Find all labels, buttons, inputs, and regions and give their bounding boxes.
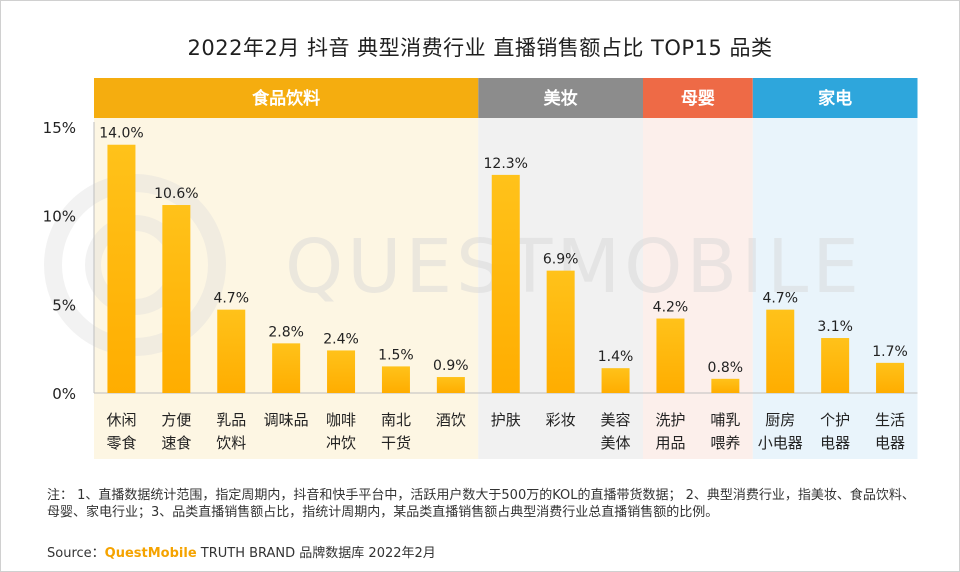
data-label-4: 2.8% (268, 324, 304, 340)
data-label-6: 1.5% (378, 347, 414, 363)
group-header-label: 家电 (818, 88, 852, 109)
x-tick-label-10: 美容 (601, 411, 631, 429)
x-tick-label-3: 饮料 (216, 434, 246, 452)
data-label-15: 1.7% (872, 344, 908, 360)
data-label-14: 3.1% (817, 319, 853, 335)
data-label-3: 4.7% (213, 291, 249, 307)
chart-title: 2022年2月 抖音 典型消费行业 直播销售额占比 TOP15 品类 (187, 36, 773, 60)
group-header-3 (643, 78, 753, 118)
group-header-label: 食品饮料 (252, 88, 320, 109)
data-label-12: 0.8% (708, 360, 744, 376)
x-tick-label-10: 美体 (601, 434, 631, 452)
data-label-5: 2.4% (323, 331, 359, 347)
bar-7 (436, 377, 465, 393)
x-tick-label-14: 电器 (820, 434, 850, 452)
data-label-2: 10.6% (154, 186, 198, 202)
x-tick-label-2: 速食 (161, 434, 191, 452)
data-label-8: 12.3% (484, 156, 528, 172)
source-label: Source： (47, 546, 105, 561)
y-tick-label: 0% (52, 385, 76, 403)
bar-12 (711, 378, 740, 393)
x-tick-label-1: 休闲 (106, 411, 136, 429)
bar-1 (107, 144, 136, 393)
source-rest: TRUTH BRAND 品牌数据库 2022年2月 (196, 546, 436, 561)
x-tick-label-5: 冲饮 (326, 434, 356, 452)
bar-15 (876, 362, 905, 393)
bar-10 (601, 368, 630, 393)
y-tick-label: 15% (43, 119, 76, 137)
y-tick-label: 10% (43, 208, 76, 226)
x-tick-label-5: 咖啡 (326, 411, 356, 429)
x-tick-label-9: 彩妆 (546, 411, 576, 429)
group-header-1 (94, 78, 479, 118)
x-tick-label-11: 用品 (655, 434, 685, 452)
x-tick-label-6: 干货 (381, 434, 411, 452)
source-brand: QuestMobile (104, 546, 197, 561)
y-tick-label: 5% (52, 296, 76, 314)
group-header-4 (752, 78, 918, 118)
bar-3 (217, 309, 246, 393)
group-header-2 (478, 78, 643, 118)
bar-2 (162, 205, 191, 393)
group-header-label: 母婴 (681, 89, 715, 109)
bar-9 (546, 270, 575, 393)
x-tick-label-1: 零食 (106, 434, 136, 452)
x-tick-label-13: 小电器 (758, 434, 803, 452)
x-tick-label-6: 南北 (381, 411, 411, 429)
x-tick-label-3: 乳品 (216, 411, 246, 429)
group-header-label: 美妆 (544, 88, 578, 109)
x-tick-label-15: 生活 (875, 411, 905, 429)
data-label-9: 6.9% (543, 252, 579, 268)
bar-13 (766, 309, 795, 393)
data-label-7: 0.9% (433, 358, 469, 374)
footnote: 注： 1、直播数据统计范围，指定周期内，抖音和快手平台中，活跃用户数大于500万… (47, 488, 915, 520)
bar-14 (821, 338, 850, 393)
x-tick-label-8: 护肤 (491, 411, 521, 429)
data-label-13: 4.7% (762, 291, 798, 307)
x-tick-label-15: 电器 (875, 434, 905, 452)
bar-chart: 食品饮料 美妆 母婴 家电 QUESTMOBILE 0%5%10%15% 14.0%休… (43, 78, 918, 459)
bar-5 (327, 350, 356, 393)
x-tick-label-14: 个护 (820, 411, 850, 429)
data-label-1: 14.0% (99, 126, 143, 142)
x-tick-label-7: 酒饮 (436, 411, 466, 429)
group-background-4 (752, 118, 918, 459)
x-tick-label-4: 调味品 (264, 411, 309, 429)
x-tick-label-2: 方便 (161, 411, 191, 429)
source-line: Source：QuestMobile TRUTH BRAND 品牌数据库 202… (47, 542, 436, 561)
x-tick-label-13: 厨房 (765, 411, 795, 429)
bar-6 (381, 366, 410, 393)
data-label-10: 1.4% (598, 349, 634, 365)
group-background-3 (643, 118, 753, 459)
x-tick-label-12: 喂养 (710, 434, 740, 452)
group-background-1 (94, 118, 479, 459)
bar-11 (656, 318, 685, 393)
bar-8 (491, 174, 520, 393)
data-label-11: 4.2% (653, 300, 689, 316)
bar-4 (272, 343, 301, 393)
x-tick-label-11: 洗护 (655, 411, 685, 429)
x-tick-label-12: 哺乳 (710, 411, 740, 429)
